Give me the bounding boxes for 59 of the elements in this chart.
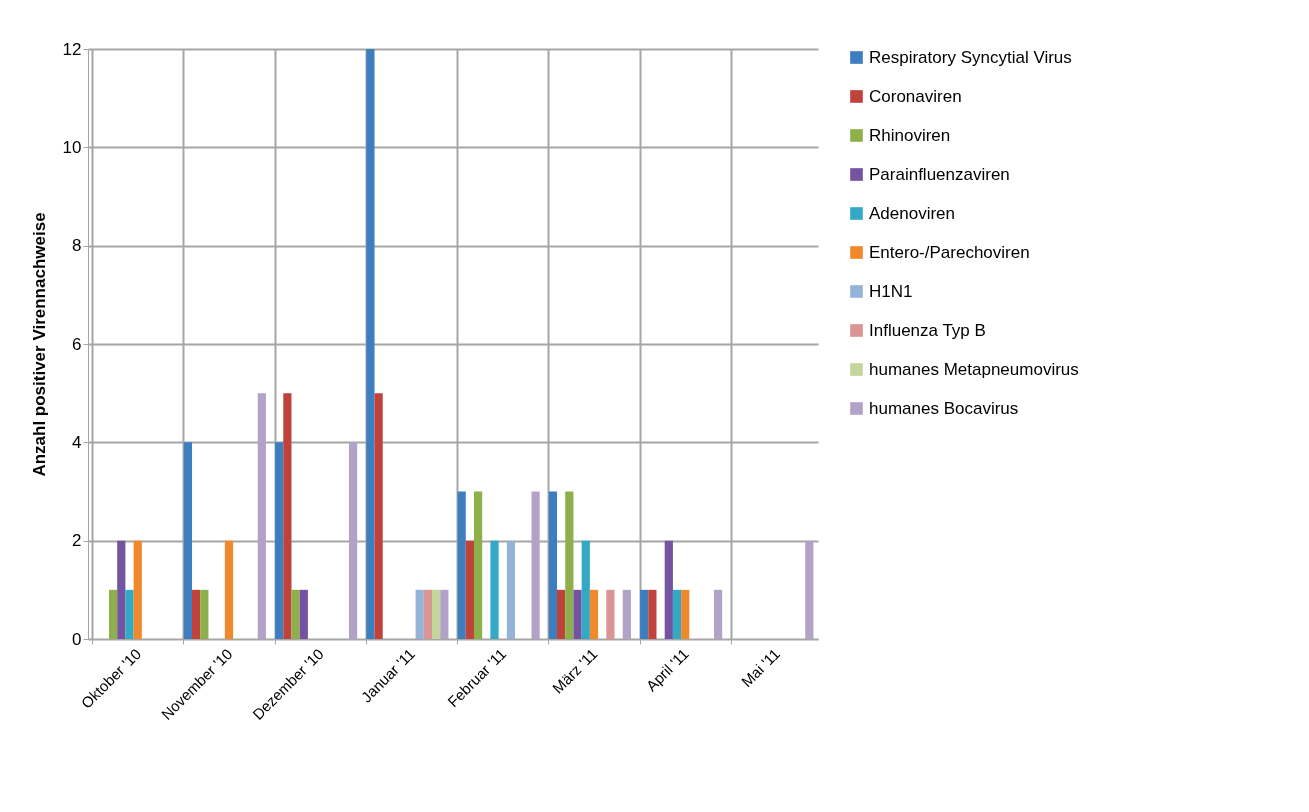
bar [299, 589, 308, 639]
y-tick-label: 12 [62, 39, 82, 59]
bar [283, 393, 292, 639]
legend-label: H1N1 [869, 281, 913, 301]
bar [664, 540, 673, 639]
bar [573, 589, 582, 639]
legend-label: Entero-/Parechoviren [869, 242, 1030, 262]
legend-label: Coronaviren [869, 86, 962, 106]
bar [606, 589, 615, 639]
bar [648, 589, 657, 639]
bar [640, 589, 649, 639]
bar [713, 589, 723, 639]
bar [117, 540, 126, 639]
y-axis-title: Anzahl positiver Virennachweise [29, 212, 49, 477]
y-tick-label: 6 [72, 334, 82, 354]
bar [415, 589, 424, 639]
bar [672, 589, 682, 639]
bar [125, 589, 134, 639]
bar [348, 442, 358, 639]
y-tick-label: 8 [72, 236, 82, 256]
bar [440, 589, 449, 639]
legend-label: humanes Metapneumovirus [869, 359, 1079, 379]
y-tick-label: 10 [62, 137, 82, 157]
bar [622, 589, 631, 639]
bar [681, 589, 690, 639]
bar [548, 491, 558, 639]
bar [192, 589, 201, 639]
bar [275, 442, 284, 639]
legend-label: Adenoviren [869, 203, 956, 223]
legend-label: Parainfluenzaviren [869, 164, 1010, 184]
bar [257, 393, 266, 639]
bar [589, 589, 599, 639]
bar [291, 589, 300, 639]
bar [224, 540, 234, 639]
bar [183, 442, 193, 639]
bar [200, 589, 209, 639]
bar [457, 491, 466, 639]
legend-label: Influenza Typ B [869, 320, 986, 340]
bar [557, 589, 566, 639]
bar [465, 540, 474, 639]
bar [374, 393, 383, 639]
y-tick-label: 4 [72, 432, 82, 452]
bar [490, 540, 499, 639]
bar [108, 589, 118, 639]
bar [581, 540, 590, 639]
legend-label: Respiratory Syncytial Virus [869, 47, 1072, 67]
bar [473, 491, 483, 639]
legend-label: humanes Bocavirus [869, 398, 1019, 418]
legend-label: Rhinoviren [869, 125, 951, 145]
bar [432, 589, 441, 639]
bar [805, 540, 814, 639]
y-tick-label: 2 [72, 531, 82, 551]
x-tick-label: Mai '11 [737, 645, 783, 691]
bar [133, 540, 142, 639]
bar [531, 491, 540, 639]
bar [506, 540, 516, 639]
bar [565, 491, 574, 639]
y-tick-label: 0 [72, 629, 82, 649]
bar [423, 589, 433, 639]
